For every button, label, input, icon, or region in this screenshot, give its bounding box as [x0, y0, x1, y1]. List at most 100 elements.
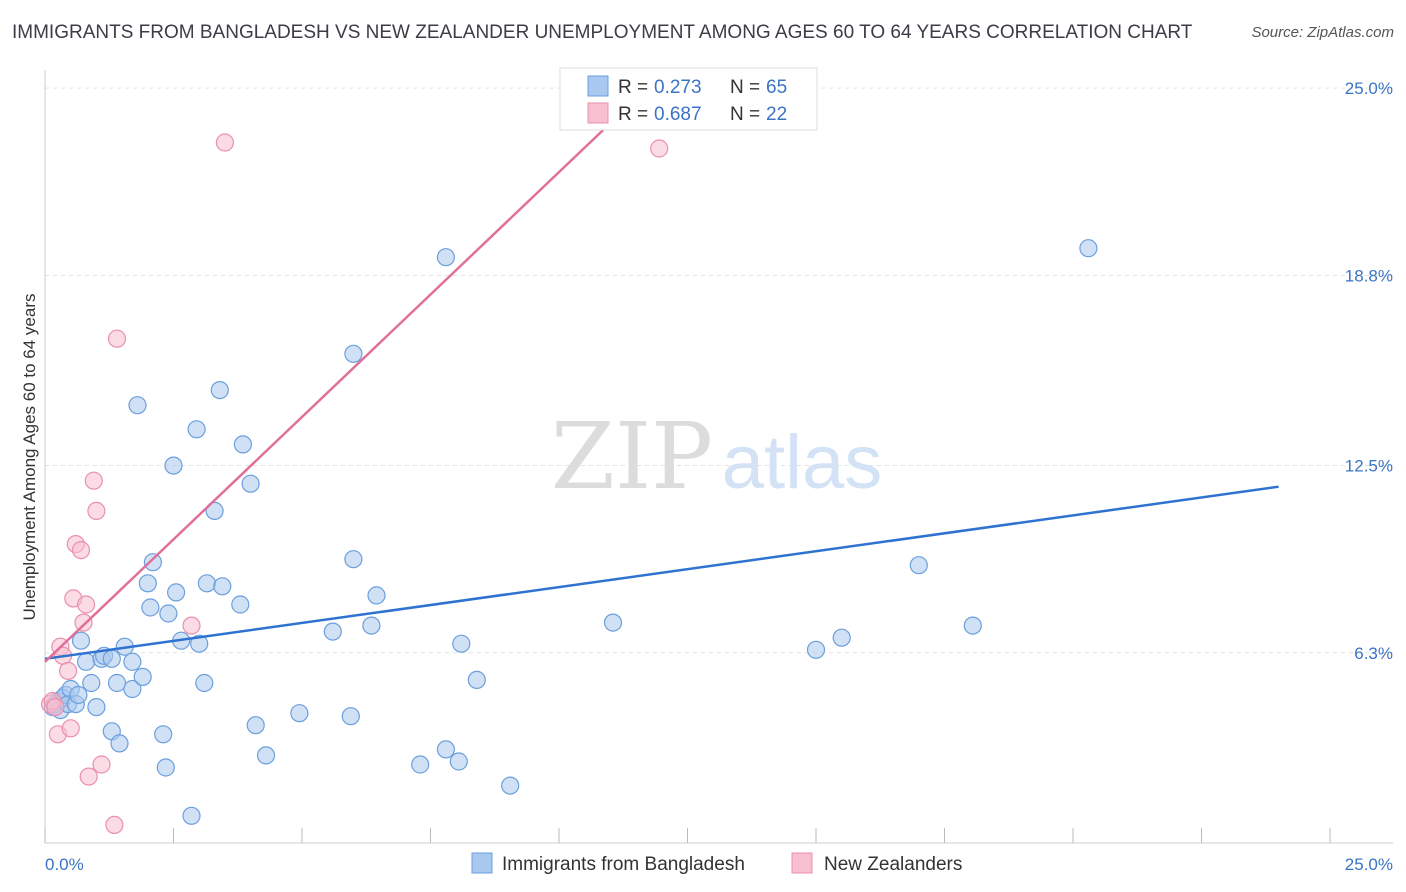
bangladesh-point-44: [241, 474, 260, 493]
bangladesh-point-60: [501, 776, 520, 795]
legend-n-value-2: 22: [766, 104, 787, 125]
new-zealanders-point-10: [71, 540, 91, 560]
bangladesh-point-59: [467, 670, 486, 690]
axes: [44, 70, 1393, 844]
new-zealanders-point-7: [61, 719, 80, 738]
bangladesh-point-18: [107, 673, 127, 693]
bangladesh-point-38: [197, 574, 216, 593]
bangladesh-point-52: [362, 616, 381, 635]
trend-line-new-zealanders: [44, 78, 658, 663]
bangladesh-point-65: [963, 616, 982, 635]
new-zealanders-point-12: [76, 595, 96, 614]
legend-swatch-pink: [587, 102, 609, 124]
bangladesh-point-55: [436, 740, 455, 759]
new-zealanders-point-20: [215, 133, 234, 152]
new-zealanders-point-13: [79, 767, 98, 786]
grid-lines: [45, 87, 1393, 654]
bangladesh-point-36: [190, 634, 209, 653]
legend-n-value-1: 65: [766, 77, 787, 98]
bangladesh-point-28: [154, 725, 173, 744]
new-zealanders-point-16: [92, 755, 111, 774]
bangladesh-point-42: [231, 595, 250, 614]
bangladesh-point-32: [167, 583, 186, 602]
bangladesh-point-19: [110, 734, 129, 753]
new-zealanders-point-2: [46, 697, 65, 717]
bangladesh-point-31: [164, 456, 183, 475]
bangladesh-point-56: [436, 248, 455, 267]
watermark: ZIP atlas: [551, 403, 882, 510]
bangladesh-point-24: [133, 667, 152, 687]
bangladesh-point-21: [123, 652, 142, 671]
legend-swatch-blue: [587, 75, 609, 97]
correlation-legend: R = 0.273 N = 65 R = 0.687 N = 22: [559, 67, 818, 131]
legend-r-label-2: R =: [618, 104, 648, 125]
y-tick-label-3: 25.0%: [1345, 79, 1393, 98]
watermark-atlas: atlas: [722, 420, 883, 505]
y-tick-labels: 6.3% 12.5% 18.8% 25.0%: [1345, 79, 1393, 663]
legend-n-label-1: N =: [730, 77, 760, 98]
trend-lines: [44, 78, 1279, 663]
bangladesh-point-27: [143, 553, 162, 572]
new-zealanders-point-6: [58, 661, 78, 681]
bangladesh-point-12: [82, 673, 101, 693]
legend-swatch-bangladesh: [471, 852, 493, 874]
bangladesh-point-46: [256, 746, 276, 765]
y-axis-label: Unemployment Among Ages 60 to 64 years: [20, 294, 39, 621]
bangladesh-point-41: [213, 577, 232, 596]
new-zealanders-point-14: [84, 471, 103, 490]
new-zealanders-point-11: [74, 613, 93, 632]
bangladesh-point-23: [128, 396, 147, 415]
bangladesh-point-16: [102, 649, 121, 668]
x-tick-labels: 0.0% 25.0%: [45, 855, 1393, 874]
bangladesh-point-40: [210, 381, 229, 400]
new-zealanders-point-19: [182, 616, 201, 635]
legend-swatch-new-zealanders: [791, 852, 813, 874]
bangladesh-point-9: [69, 685, 88, 705]
bangladesh-point-61: [603, 613, 623, 632]
bangladesh-point-54: [411, 755, 430, 774]
bangladesh-point-22: [123, 679, 142, 699]
y-tick-label-0: 6.3%: [1354, 644, 1393, 663]
bangladesh-point-57: [449, 752, 468, 771]
chart-title: IMMIGRANTS FROM BANGLADESH VS NEW ZEALAN…: [12, 22, 1193, 43]
new-zealanders-point-15: [87, 501, 106, 520]
bangladesh-point-37: [195, 673, 214, 693]
x-tick-label-1: 25.0%: [1345, 855, 1393, 874]
series-new-zealanders-points: [40, 133, 669, 835]
legend-r-value-2: 0.687: [654, 104, 702, 125]
bangladesh-point-47: [290, 704, 309, 723]
bangladesh-point-26: [141, 598, 160, 617]
bangladesh-point-13: [87, 697, 106, 717]
bangladesh-point-35: [187, 420, 206, 439]
bangladesh-point-34: [182, 806, 201, 825]
series-bangladesh-points: [43, 239, 1098, 825]
y-tick-label-2: 18.8%: [1345, 266, 1393, 285]
bangladesh-point-49: [341, 707, 360, 726]
bangladesh-point-45: [246, 716, 265, 735]
bangladesh-point-63: [832, 628, 851, 647]
bangladesh-point-58: [452, 634, 471, 653]
legend-r-value-1: 0.273: [654, 77, 702, 98]
legend-label-new-zealanders: New Zealanders: [824, 854, 962, 875]
bangladesh-point-51: [344, 344, 363, 363]
bangladesh-point-10: [71, 631, 91, 650]
new-zealanders-point-21: [650, 139, 669, 158]
bangladesh-point-64: [909, 556, 928, 575]
y-tick-label-1: 12.5%: [1345, 457, 1393, 476]
bangladesh-point-11: [76, 652, 96, 671]
source-credit: Source: ZipAtlas.com: [1251, 24, 1394, 41]
bangladesh-point-50: [344, 550, 363, 569]
series-legend: Immigrants from Bangladesh New Zealander…: [471, 852, 962, 875]
bangladesh-point-39: [205, 501, 224, 520]
bangladesh-point-53: [367, 586, 386, 605]
bangladesh-point-48: [323, 622, 342, 641]
bangladesh-point-29: [156, 758, 175, 777]
trend-line-bangladesh: [44, 485, 1279, 661]
bangladesh-point-62: [806, 640, 826, 659]
legend-r-label-1: R =: [618, 77, 648, 98]
watermark-zip: ZIP: [551, 403, 713, 510]
new-zealanders-point-18: [107, 329, 127, 348]
bangladesh-point-43: [233, 435, 252, 454]
new-zealanders-point-17: [105, 815, 124, 835]
